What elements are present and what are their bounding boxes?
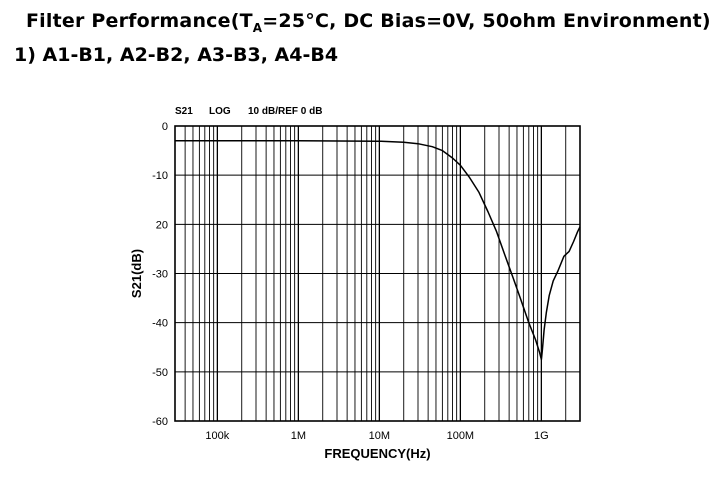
y-tick-label: -30 bbox=[152, 269, 168, 281]
chart-heading: Filter Performance(TA=25°C, DC Bias=0V, … bbox=[26, 10, 711, 35]
x-tick-label: 100k bbox=[205, 430, 229, 442]
x-axis-label: FREQUENCY(Hz) bbox=[324, 446, 430, 461]
chart-header-label: LOG bbox=[209, 106, 231, 117]
y-tick-label: -50 bbox=[152, 367, 168, 379]
chart-header-label: S21 bbox=[175, 106, 193, 117]
y-tick-label: -10 bbox=[152, 170, 168, 182]
chart-subheading: 1) A1-B1, A2-B2, A3-B3, A4-B4 bbox=[14, 44, 339, 66]
s21-line bbox=[175, 140, 581, 361]
y-tick-label: 20 bbox=[156, 219, 168, 231]
y-axis-label: S21(dB) bbox=[129, 249, 144, 298]
y-tick-label: -60 bbox=[152, 416, 168, 428]
y-tick-label: 0 bbox=[162, 121, 168, 133]
x-tick-label: 1G bbox=[534, 430, 549, 442]
x-tick-label: 10M bbox=[369, 430, 390, 442]
plot-border bbox=[174, 125, 581, 422]
chart-header-label: 10 dB/REF 0 dB bbox=[248, 106, 322, 117]
y-tick-label: -40 bbox=[152, 318, 168, 330]
x-tick-label: 1M bbox=[291, 430, 306, 442]
x-tick-label: 100M bbox=[447, 430, 475, 442]
